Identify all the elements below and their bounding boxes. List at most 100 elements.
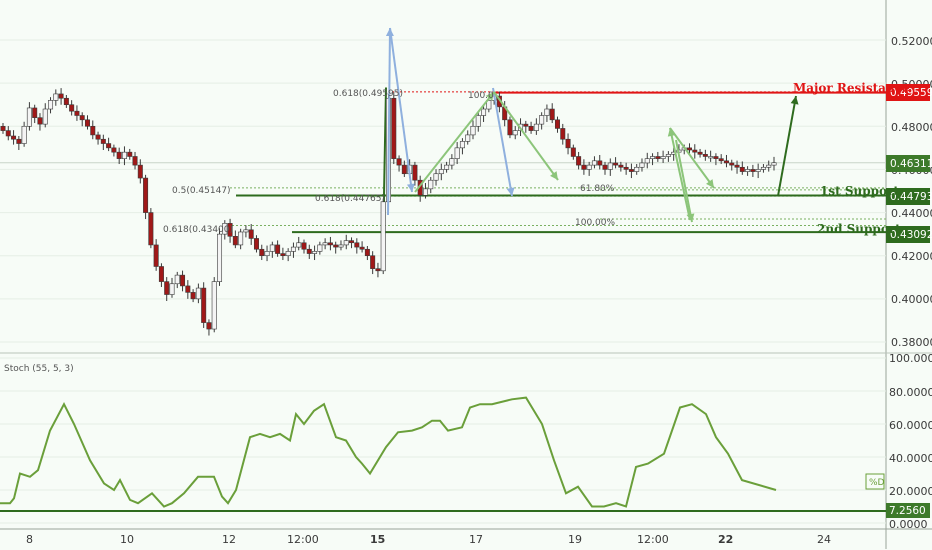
- candle-up: [428, 179, 434, 190]
- candle-down: [359, 246, 365, 250]
- price-tick: 0.48000: [891, 121, 932, 134]
- candle-up: [539, 115, 545, 125]
- green-arrow: [675, 139, 693, 223]
- candle-down: [718, 158, 724, 162]
- candle-up: [512, 130, 518, 136]
- candle-down: [723, 160, 729, 164]
- candle-down: [597, 160, 603, 166]
- x-tick: 12:00: [637, 533, 669, 546]
- candle-up: [607, 162, 613, 170]
- support2-price-label: 0.43092: [890, 229, 932, 241]
- blue-down-arrow-head: [406, 183, 415, 192]
- blue-arrow-head: [506, 187, 515, 196]
- stoch-tick: 20.0000: [889, 485, 932, 498]
- candle-down: [95, 134, 101, 140]
- candle-up: [771, 162, 777, 166]
- candle-up: [238, 231, 244, 246]
- candle-down: [248, 229, 254, 239]
- candle-down: [301, 242, 307, 250]
- candle-up: [486, 100, 492, 110]
- fib-label: 0.618(0.49595): [333, 89, 403, 99]
- candle-down: [333, 244, 339, 248]
- candle-down: [201, 287, 207, 323]
- candle-up: [449, 158, 455, 166]
- candle-down: [554, 119, 560, 129]
- candle-up: [544, 108, 550, 116]
- resistance-price-tag: [886, 84, 930, 101]
- green-arrow: [669, 127, 715, 189]
- stoch-low-label: 7.2560: [889, 505, 926, 517]
- price-tick: 0.42000: [891, 250, 932, 263]
- candle-down: [164, 281, 170, 295]
- stoch-tick: 40.0000: [889, 452, 932, 465]
- price-tick: 0.44000: [891, 207, 932, 220]
- price-tick: 0.38000: [891, 336, 932, 349]
- candle-down: [734, 164, 740, 168]
- candle-up: [169, 283, 175, 295]
- candle-up: [438, 169, 444, 175]
- candle-down: [37, 117, 43, 125]
- candle-down: [90, 125, 96, 136]
- candle-down: [106, 143, 112, 149]
- candle-down: [275, 244, 281, 254]
- candles-group: [0, 27, 886, 343]
- candle-up: [42, 108, 48, 125]
- candle-down: [528, 125, 534, 131]
- candle-down: [581, 164, 587, 170]
- x-tick: 10: [120, 533, 134, 546]
- candle-down: [370, 255, 376, 269]
- x-tick: 19: [568, 533, 582, 546]
- candle-down: [127, 151, 133, 157]
- candle-up: [459, 141, 465, 149]
- support1-label: 1st Support: [820, 184, 899, 198]
- blue-up-arrow: [387, 27, 391, 216]
- candle-up: [322, 242, 328, 246]
- support1-price-tag: [886, 188, 930, 205]
- candle-up: [660, 156, 666, 159]
- stoch-low-tag: [886, 503, 930, 518]
- candle-down: [412, 164, 418, 181]
- candle-down: [74, 110, 80, 116]
- candle-up: [766, 164, 772, 168]
- chart-background: [0, 0, 886, 549]
- x-tick: 22: [718, 533, 733, 546]
- candle-down: [185, 285, 191, 293]
- green-arrow-head: [706, 179, 714, 188]
- candle-up: [48, 100, 54, 110]
- candle-down: [354, 242, 360, 248]
- candle-up: [312, 251, 318, 254]
- candle-up: [21, 125, 27, 144]
- candle-down: [391, 97, 397, 159]
- candle-up: [650, 156, 656, 159]
- candle-down: [259, 248, 265, 257]
- stoch-tick: 80.0000: [889, 386, 932, 399]
- candle-down: [111, 147, 117, 153]
- candle-up: [243, 229, 249, 233]
- candle-down: [602, 164, 608, 170]
- candle-down: [623, 166, 629, 170]
- candle-down: [560, 128, 566, 140]
- candle-up: [470, 125, 476, 136]
- candle-down: [401, 164, 407, 175]
- candle-up: [26, 107, 32, 127]
- x-tick: 24: [817, 533, 831, 546]
- candle-down: [137, 164, 143, 179]
- target-arrow: [777, 95, 797, 197]
- candle-down: [79, 115, 85, 121]
- x-tick: 8: [26, 533, 33, 546]
- candle-up: [760, 166, 766, 170]
- stoch-d-tag: [865, 473, 885, 490]
- stoch-title: Stoch (55, 5, 3): [4, 364, 74, 374]
- candle-up: [264, 251, 270, 257]
- candle-down: [364, 248, 370, 257]
- candle-up: [634, 166, 640, 172]
- candle-down: [750, 169, 756, 172]
- stoch-d-label: %D: [869, 478, 885, 488]
- candle-up: [380, 201, 386, 272]
- candle-down: [58, 93, 64, 99]
- blue-down-arrow: [389, 27, 413, 193]
- candle-down: [5, 130, 11, 137]
- candle-down: [232, 236, 238, 246]
- support2-label: 2nd Support: [817, 222, 901, 236]
